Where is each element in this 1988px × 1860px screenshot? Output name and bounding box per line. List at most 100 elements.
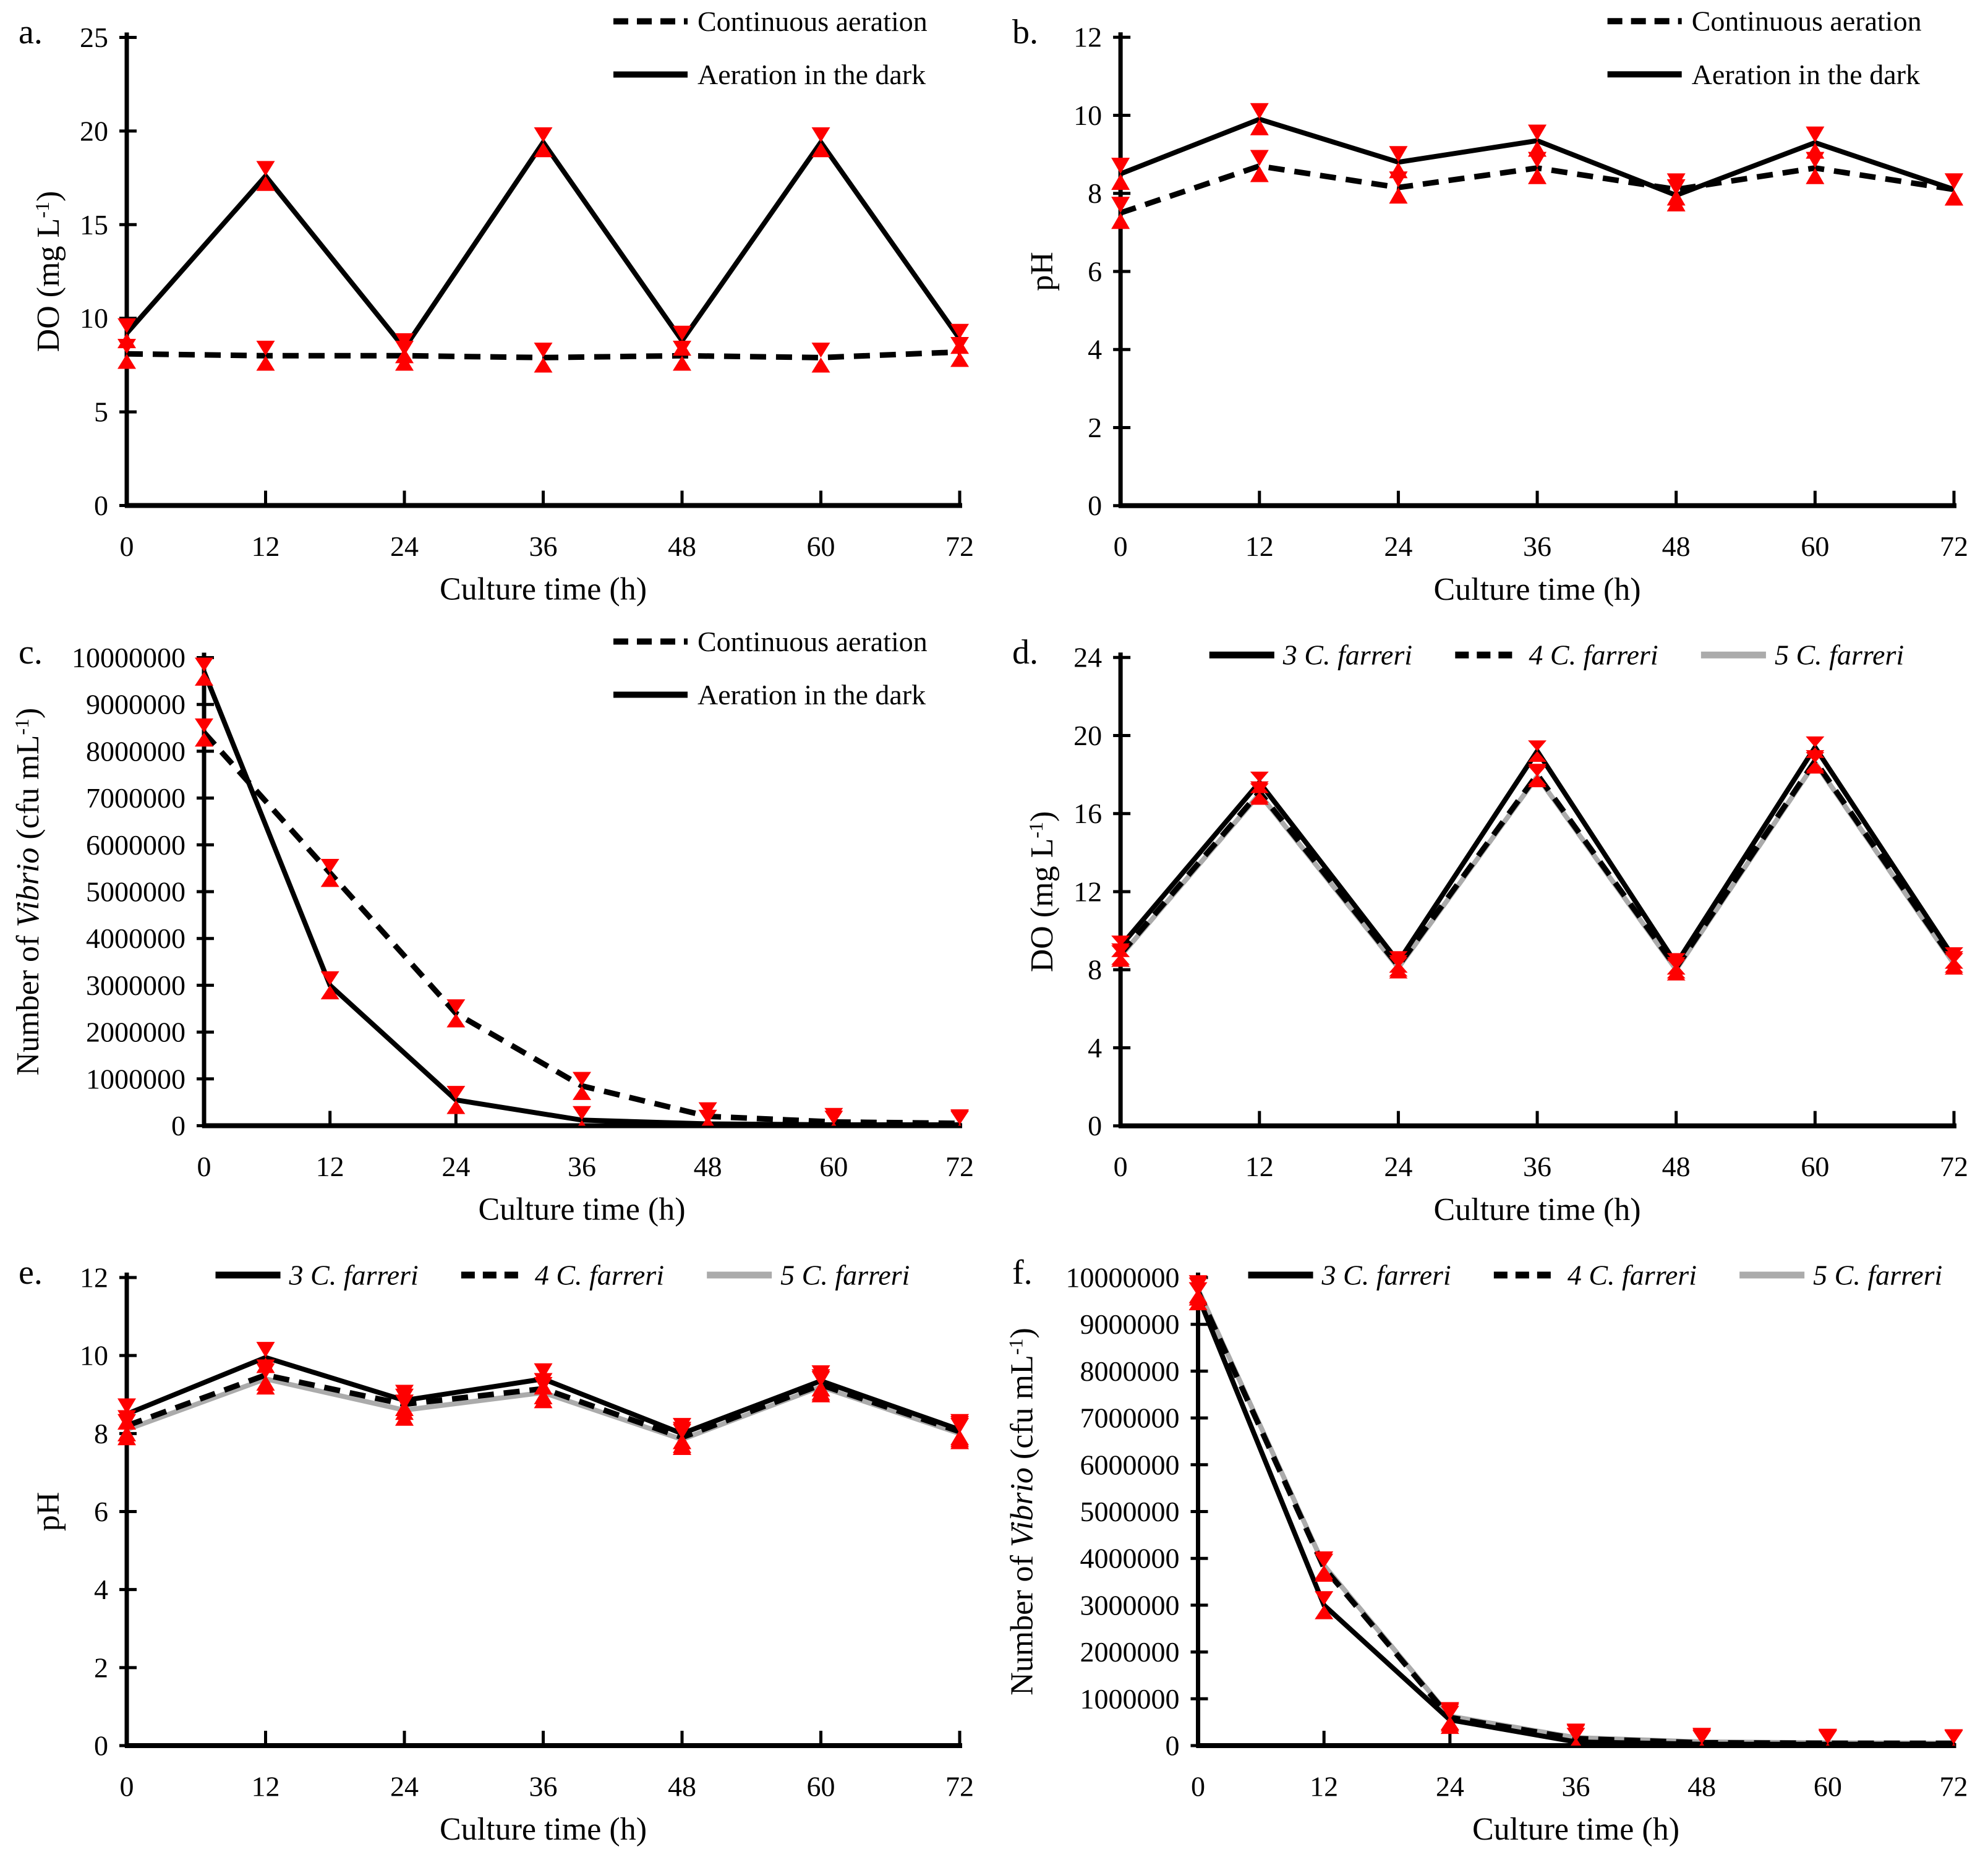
- svg-text:Continuous aeration: Continuous aeration: [698, 626, 928, 657]
- svg-text:8: 8: [94, 1418, 108, 1449]
- svg-text:4 C. farreri: 4 C. farreri: [1568, 1260, 1697, 1291]
- svg-text:72: 72: [1940, 531, 1968, 562]
- svg-text:48: 48: [1687, 1771, 1716, 1802]
- svg-text:24: 24: [442, 1151, 470, 1182]
- svg-text:72: 72: [1940, 1151, 1968, 1182]
- svg-text:36: 36: [529, 531, 558, 562]
- svg-text:12: 12: [316, 1151, 344, 1182]
- svg-text:Culture time (h): Culture time (h): [1472, 1812, 1679, 1847]
- svg-text:24: 24: [390, 531, 419, 562]
- svg-text:Culture time (h): Culture time (h): [440, 1812, 647, 1847]
- svg-text:12: 12: [1310, 1771, 1338, 1802]
- svg-text:5000000: 5000000: [1080, 1496, 1180, 1527]
- svg-text:1000000: 1000000: [1080, 1683, 1180, 1715]
- svg-text:24: 24: [1384, 531, 1412, 562]
- svg-text:0: 0: [1088, 490, 1102, 521]
- svg-text:4000000: 4000000: [86, 923, 186, 954]
- chart-f-vibrio-cfarreri: 0 1000000 2000000 3000000 4000000 5000000 6000…: [1005, 1260, 1968, 1848]
- panel-c: c. 0 1000000 2000000 3000000 4000000 5000000 6…: [0, 620, 994, 1240]
- svg-text:6000000: 6000000: [1080, 1449, 1180, 1480]
- svg-text:9000000: 9000000: [1080, 1308, 1180, 1340]
- svg-text:12: 12: [1245, 1151, 1274, 1182]
- svg-text:48: 48: [1662, 1151, 1691, 1182]
- svg-text:3 C. farreri: 3 C. farreri: [1282, 639, 1412, 671]
- svg-text:5: 5: [94, 396, 108, 428]
- svg-text:Aeration in the dark: Aeration in the dark: [698, 679, 926, 710]
- svg-text:4: 4: [1088, 1032, 1102, 1064]
- svg-text:36: 36: [1523, 1151, 1551, 1182]
- svg-text:25: 25: [80, 22, 108, 53]
- svg-text:3000000: 3000000: [1080, 1589, 1180, 1621]
- svg-text:48: 48: [668, 531, 696, 562]
- chart-c-vibrio-aeration: 0 1000000 2000000 3000000 4000000 5000000 6000…: [11, 626, 974, 1227]
- svg-text:0: 0: [1166, 1730, 1180, 1762]
- svg-text:7000000: 7000000: [1080, 1402, 1180, 1434]
- svg-text:Aeration in the dark: Aeration in the dark: [1692, 59, 1921, 90]
- svg-text:24: 24: [390, 1771, 419, 1802]
- svg-text:7000000: 7000000: [86, 782, 186, 814]
- svg-text:2000000: 2000000: [86, 1017, 186, 1048]
- svg-text:8000000: 8000000: [86, 735, 186, 767]
- svg-text:0: 0: [120, 531, 134, 562]
- svg-text:36: 36: [1523, 531, 1551, 562]
- svg-text:0: 0: [94, 1730, 108, 1762]
- svg-text:60: 60: [807, 1771, 835, 1802]
- svg-text:12: 12: [252, 531, 280, 562]
- svg-text:72: 72: [945, 531, 974, 562]
- svg-text:5 C. farreri: 5 C. farreri: [1813, 1260, 1942, 1291]
- panel-label-f: f.: [1012, 1253, 1033, 1292]
- svg-text:0: 0: [120, 1771, 134, 1802]
- svg-text:Number of Vibrio (cfu mL-1): Number of Vibrio (cfu mL-1): [1005, 1328, 1040, 1696]
- svg-text:24: 24: [1073, 642, 1102, 673]
- svg-text:6000000: 6000000: [86, 829, 186, 861]
- svg-text:60: 60: [819, 1151, 848, 1182]
- svg-text:pH: pH: [1025, 252, 1060, 291]
- svg-text:Aeration in the dark: Aeration in the dark: [698, 59, 926, 90]
- svg-text:60: 60: [1801, 1151, 1829, 1182]
- panel-label-c: c.: [19, 633, 43, 672]
- svg-text:20: 20: [80, 115, 108, 147]
- svg-text:72: 72: [1940, 1771, 1968, 1802]
- svg-text:pH: pH: [31, 1492, 66, 1532]
- svg-text:24: 24: [1436, 1771, 1464, 1802]
- svg-text:6: 6: [1088, 255, 1102, 287]
- svg-text:16: 16: [1073, 798, 1102, 829]
- svg-text:12: 12: [80, 1262, 108, 1294]
- svg-text:Number of Vibrio (cfu mL-1): Number of Vibrio (cfu mL-1): [11, 708, 46, 1076]
- panel-b: b. 0 2 4 6 8 10 12 0 12 24 36 48 60 72 Culture time (h…: [994, 0, 1988, 620]
- svg-text:DO (mg L-1): DO (mg L-1): [31, 191, 66, 352]
- svg-text:Culture time (h): Culture time (h): [1433, 1192, 1640, 1227]
- panel-label-e: e.: [19, 1253, 43, 1292]
- svg-text:1000000: 1000000: [86, 1063, 186, 1094]
- svg-text:10: 10: [80, 302, 108, 334]
- svg-text:48: 48: [1662, 531, 1691, 562]
- svg-text:8: 8: [1088, 177, 1102, 209]
- svg-text:0: 0: [1088, 1110, 1102, 1141]
- svg-text:10000000: 10000000: [72, 642, 186, 673]
- panel-label-b: b.: [1012, 13, 1038, 51]
- svg-text:36: 36: [568, 1151, 596, 1182]
- svg-text:0: 0: [197, 1151, 211, 1182]
- svg-text:0: 0: [1191, 1771, 1205, 1802]
- svg-text:5 C. farreri: 5 C. farreri: [780, 1260, 910, 1291]
- svg-text:48: 48: [694, 1151, 722, 1182]
- svg-text:10000000: 10000000: [1066, 1262, 1180, 1294]
- svg-text:5 C. farreri: 5 C. farreri: [1775, 639, 1904, 671]
- panel-e: e. 0 2 4 6 8 10 12 0 12 24 36 48 60 72 Culture time (h…: [0, 1240, 994, 1860]
- svg-text:Continuous aeration: Continuous aeration: [698, 6, 928, 37]
- svg-text:2000000: 2000000: [1080, 1636, 1180, 1668]
- svg-text:0: 0: [1114, 1151, 1128, 1182]
- svg-text:12: 12: [1073, 876, 1102, 907]
- svg-text:12: 12: [252, 1771, 280, 1802]
- svg-text:5000000: 5000000: [86, 876, 186, 908]
- panel-label-a: a.: [19, 13, 43, 51]
- svg-text:15: 15: [80, 209, 108, 241]
- svg-text:10: 10: [1073, 100, 1102, 131]
- svg-text:3 C. farreri: 3 C. farreri: [289, 1260, 419, 1291]
- svg-text:0: 0: [1114, 531, 1128, 562]
- svg-text:Culture time (h): Culture time (h): [1433, 572, 1640, 607]
- svg-text:4 C. farreri: 4 C. farreri: [1529, 639, 1658, 671]
